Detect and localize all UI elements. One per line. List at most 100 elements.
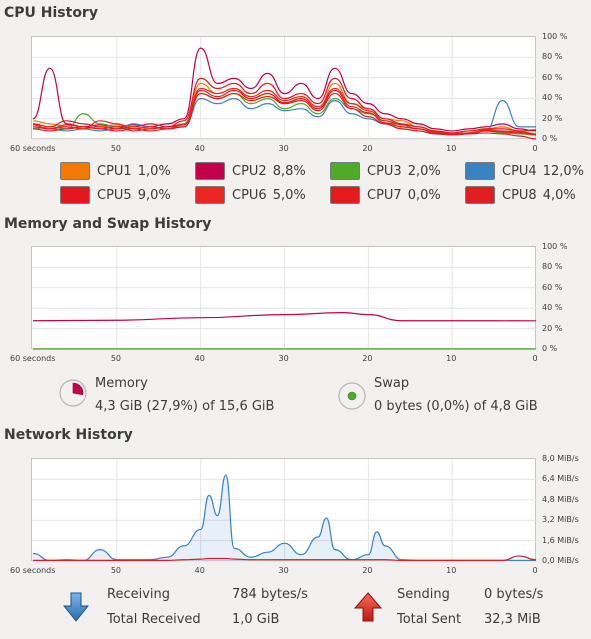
cpu-y-tick-label: 0 % (542, 134, 558, 143)
cpu3-name: CPU3 (367, 163, 402, 179)
cpu-y-tick-label: 20 % (542, 113, 563, 123)
swap-value: 0 bytes (0,0%) of 4,8 GiB (374, 399, 538, 414)
cpu1-value: 1,0% (137, 163, 171, 179)
cpu6-name: CPU6 (232, 187, 267, 203)
memory-x-tick-label: 30 (278, 354, 289, 363)
network-y-tick-label: 4,8 MiB/s (542, 494, 579, 504)
cpu1-name: CPU1 (97, 163, 132, 179)
memory-x-tick-label: 40 (194, 354, 205, 363)
cpu-y-tick-label: 60 % (542, 72, 563, 82)
cpu-history-plot (32, 37, 537, 140)
receiving-value: 784 bytes/s (232, 587, 308, 602)
cpu5-legend-item[interactable]: CPU5 9,0% (60, 185, 171, 205)
cpu4-name: CPU4 (502, 163, 537, 179)
total-sent-label: Total Sent (397, 612, 462, 627)
cpu5-series-line (32, 77, 537, 134)
cpu6-legend-item[interactable]: CPU6 5,0% (195, 185, 306, 205)
cpu2-value: 8,8% (272, 163, 306, 179)
memory-y-tick-label: 40 % (542, 303, 563, 313)
memory-history-title: Memory and Swap History (4, 216, 212, 232)
cpu-x-tick-label: 20 (362, 144, 373, 153)
total-received-label: Total Received (107, 612, 201, 627)
memory-x-tick-label: 60 seconds (10, 354, 56, 363)
cpu-history-title: CPU History (4, 5, 98, 21)
sending-label: Sending (397, 587, 450, 602)
cpu3-color-swatch[interactable] (330, 162, 360, 180)
memory-x-tick-label: 0 (532, 354, 538, 363)
cpu-x-tick-label: 10 (446, 144, 457, 153)
memory-value: 4,3 GiB (27,9%) of 15,6 GiB (95, 399, 275, 414)
cpu-x-tick-label: 40 (194, 144, 205, 153)
memory-y-tick-label: 20 % (542, 323, 563, 333)
memory-y-tick-label: 80 % (542, 262, 563, 272)
total-sent-value: 32,3 MiB (484, 612, 541, 627)
network-x-tick-label: 10 (446, 566, 457, 575)
receiving-arrow-icon[interactable] (63, 592, 89, 622)
cpu1-color-swatch[interactable] (60, 162, 90, 180)
cpu3-legend-item[interactable]: CPU3 2,0% (330, 161, 441, 181)
sending-arrow-icon[interactable] (354, 592, 382, 622)
cpu-y-tick-label: 100 % (542, 32, 568, 41)
cpu5-color-swatch[interactable] (60, 186, 90, 204)
total-received-value: 1,0 GiB (232, 612, 280, 627)
memory-x-tick-label: 50 (110, 354, 122, 363)
memory-series-line (32, 312, 537, 322)
cpu6-color-swatch[interactable] (195, 186, 225, 204)
network-x-tick-label: 40 (194, 566, 205, 575)
memory-y-tick-label: 100 % (542, 242, 568, 251)
cpu2-name: CPU2 (232, 163, 267, 179)
network-history-graph (31, 458, 537, 562)
network-history-plot (32, 459, 537, 562)
memory-pie-slice (72, 382, 84, 396)
swap-label: Swap (374, 376, 410, 391)
sending-value: 0 bytes/s (484, 587, 544, 602)
cpu-x-tick-label: 0 (532, 144, 538, 153)
network-x-tick-label: 0 (532, 566, 538, 575)
cpu4-legend-item[interactable]: CPU4 12,0% (465, 161, 584, 181)
cpu6-value: 5,0% (272, 187, 306, 203)
cpu8-name: CPU8 (502, 187, 537, 203)
sending-series-line (33, 555, 537, 561)
cpu8-color-swatch[interactable] (465, 186, 495, 204)
cpu7-series-line (32, 92, 537, 140)
cpu2-legend-item[interactable]: CPU2 8,8% (195, 161, 306, 181)
cpu7-legend-item[interactable]: CPU7 0,0% (330, 185, 441, 205)
memory-pie-icon[interactable] (58, 378, 88, 408)
memory-history-plot (32, 247, 537, 350)
memory-x-tick-label: 20 (362, 354, 373, 363)
cpu8-legend-item[interactable]: CPU8 4,0% (465, 185, 576, 205)
cpu3-value: 2,0% (407, 163, 441, 179)
cpu7-color-swatch[interactable] (330, 186, 360, 204)
cpu5-name: CPU5 (97, 187, 132, 203)
memory-label: Memory (95, 376, 148, 391)
cpu-x-tick-label: 30 (278, 144, 289, 153)
memory-x-tick-label: 10 (446, 354, 457, 363)
cpu-y-tick-label: 80 % (542, 52, 563, 62)
network-y-tick-label: 0,0 MiB/s (542, 556, 579, 565)
network-history-title: Network History (4, 427, 133, 443)
cpu-y-tick-label: 40 % (542, 93, 563, 103)
network-x-tick-label: 50 (110, 566, 122, 575)
swap-pie-icon[interactable] (337, 381, 367, 411)
cpu-x-tick-label: 60 seconds (10, 144, 56, 153)
network-y-tick-label: 1,6 MiB/s (542, 535, 579, 545)
cpu4-color-swatch[interactable] (465, 162, 495, 180)
network-y-tick-label: 3,2 MiB/s (542, 515, 579, 525)
network-y-tick-label: 8,0 MiB/s (542, 454, 579, 463)
cpu2-color-swatch[interactable] (195, 162, 225, 180)
memory-history-graph (31, 246, 537, 350)
cpu8-series-line (32, 89, 537, 136)
cpu5-value: 9,0% (137, 187, 171, 203)
network-x-tick-label: 30 (278, 566, 289, 575)
receiving-label: Receiving (107, 587, 171, 602)
cpu1-legend-item[interactable]: CPU1 1,0% (60, 161, 171, 181)
network-y-tick-label: 6,4 MiB/s (542, 474, 579, 484)
memory-y-tick-label: 0 % (542, 344, 558, 353)
cpu7-name: CPU7 (367, 187, 402, 203)
cpu-x-tick-label: 50 (110, 144, 122, 153)
cpu4-value: 12,0% (542, 163, 585, 179)
cpu8-value: 4,0% (542, 187, 576, 203)
network-x-tick-label: 20 (362, 566, 373, 575)
memory-y-tick-label: 60 % (542, 282, 563, 292)
cpu-history-graph (31, 36, 537, 140)
